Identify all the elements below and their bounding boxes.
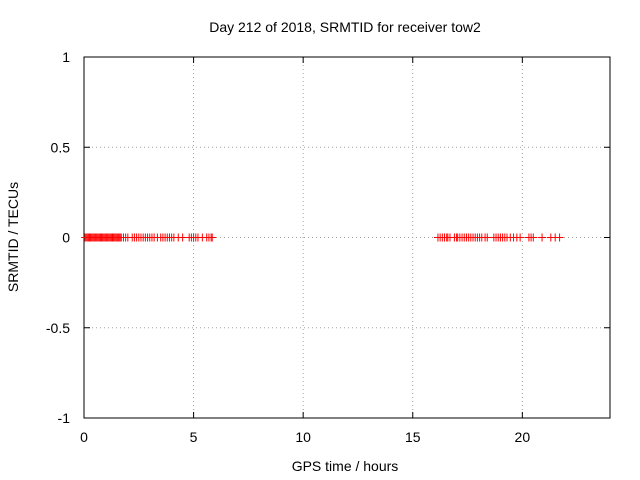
y-tick-label: 0.5 <box>51 139 71 155</box>
data-point <box>555 233 564 242</box>
x-tick-label: 10 <box>295 429 311 445</box>
data-point <box>208 233 217 242</box>
axis-ticks <box>83 56 610 419</box>
x-tick-label: 15 <box>405 429 421 445</box>
x-tick-label: 20 <box>515 429 531 445</box>
chart-title: Day 212 of 2018, SRMTID for receiver tow… <box>209 19 481 35</box>
data-point <box>529 233 538 242</box>
data-points <box>81 233 564 242</box>
y-tick-labels: -1 -0.5 0 0.5 1 <box>46 49 70 426</box>
y-tick-label: -0.5 <box>46 320 70 336</box>
data-point <box>516 233 525 242</box>
data-point <box>538 233 547 242</box>
x-tick-labels: 0 5 10 15 20 <box>80 429 530 445</box>
x-axis-label: GPS time / hours <box>292 458 399 474</box>
x-tick-label: 5 <box>190 429 198 445</box>
y-axis-label: SRMTID / TECUs <box>5 182 21 292</box>
y-tick-label: -1 <box>58 410 71 426</box>
y-tick-label: 0 <box>62 230 70 246</box>
y-tick-label: 1 <box>62 49 70 65</box>
x-tick-label: 0 <box>80 429 88 445</box>
